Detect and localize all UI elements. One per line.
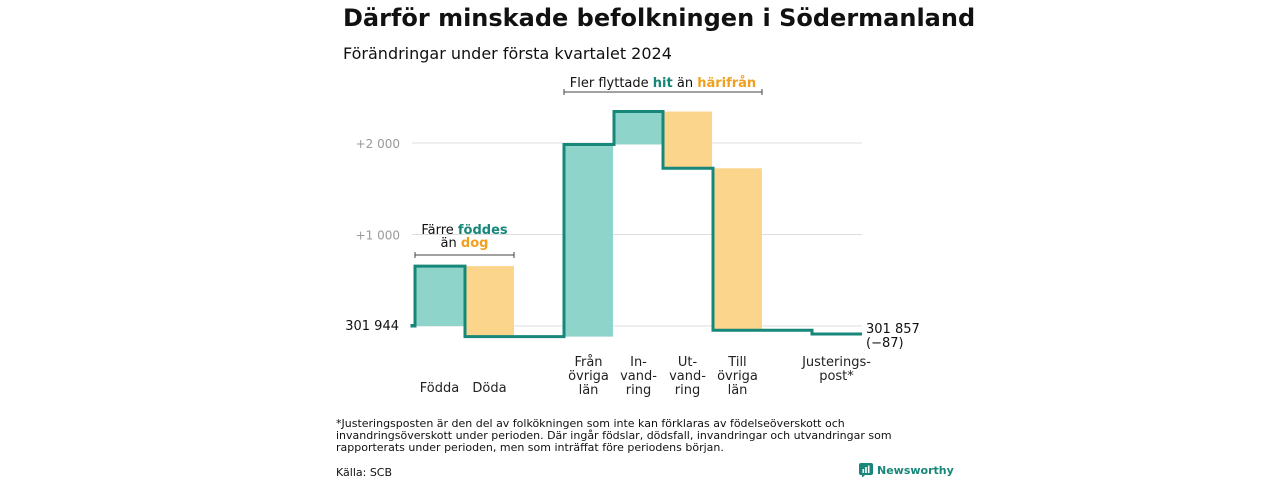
x-category-label-line: län	[728, 383, 748, 398]
annotation-text-part: än	[673, 76, 697, 91]
y-tick-label: +1 000	[356, 229, 400, 243]
x-category-label-line: post*	[819, 369, 854, 384]
x-category-label-line: Födda	[420, 381, 459, 396]
annotation-text-part: Färre	[421, 223, 458, 238]
annotation-text-part: hit	[653, 76, 673, 91]
bar-3	[614, 111, 663, 145]
x-category-label: Födda	[420, 381, 459, 396]
x-category-label: Från övriga län	[568, 355, 609, 398]
x-category-label: Döda	[472, 381, 506, 396]
footnote: *Justeringsposten är den del av folkökni…	[336, 417, 892, 454]
chart-subtitle: Förändringar under första kvartalet 2024	[343, 44, 672, 63]
annotation-text: än dog	[441, 236, 489, 251]
annotation-text-part: än	[441, 236, 461, 251]
annotation-text-part: Fler flyttade	[570, 76, 653, 91]
x-category-label: Justerings-post*	[801, 355, 871, 384]
x-category-label-line: övriga	[717, 369, 758, 384]
annotation-text-part: föddes	[458, 223, 508, 238]
source-label: Källa: SCB	[336, 466, 393, 479]
x-category-label-line: In-	[630, 355, 647, 370]
bar-2	[564, 144, 613, 337]
x-category-label-line: Döda	[472, 381, 506, 396]
x-category-label: Ut-vand-ring	[669, 355, 706, 398]
x-category-label-line: ring	[675, 383, 700, 398]
chart-title: Därför minskade befolkningen i Södermanl…	[343, 4, 976, 32]
waterfall-line	[410, 110, 862, 339]
brand-logo: Newsworthy	[859, 463, 954, 477]
end-value-label: 301 857	[866, 322, 920, 337]
x-category-label-line: län	[579, 383, 599, 398]
start-value-label: 301 944	[345, 319, 399, 334]
x-category-label-line: Ut-	[678, 355, 698, 370]
end-change-label: (−87)	[866, 336, 904, 351]
annotation-text: Fler flyttade hit än härifrån	[570, 76, 756, 91]
x-category-label: Till övriga län	[717, 355, 758, 398]
bar-5	[713, 168, 762, 331]
annotation-text-part: härifrån	[697, 76, 756, 91]
x-category-label-line: Till	[727, 355, 746, 370]
newsworthy-logo-icon	[859, 463, 873, 477]
x-category-label-line: ring	[626, 383, 651, 398]
x-category-label-line: övriga	[568, 369, 609, 384]
annotation-text: Färre föddes	[421, 223, 508, 238]
x-category-label-line: Justerings-	[801, 355, 871, 370]
bar-1	[465, 266, 514, 337]
x-category-label: In-vand-ring	[620, 355, 657, 398]
x-category-label-line: Från	[574, 355, 602, 370]
x-category-label-line: vand-	[669, 369, 706, 384]
bar-4	[663, 111, 712, 169]
brand-label: Newsworthy	[877, 463, 954, 477]
y-tick-label: +2 000	[356, 137, 400, 151]
annotation-text-part: dog	[461, 236, 489, 251]
x-category-label-line: vand-	[620, 369, 657, 384]
bar-0	[415, 266, 464, 326]
